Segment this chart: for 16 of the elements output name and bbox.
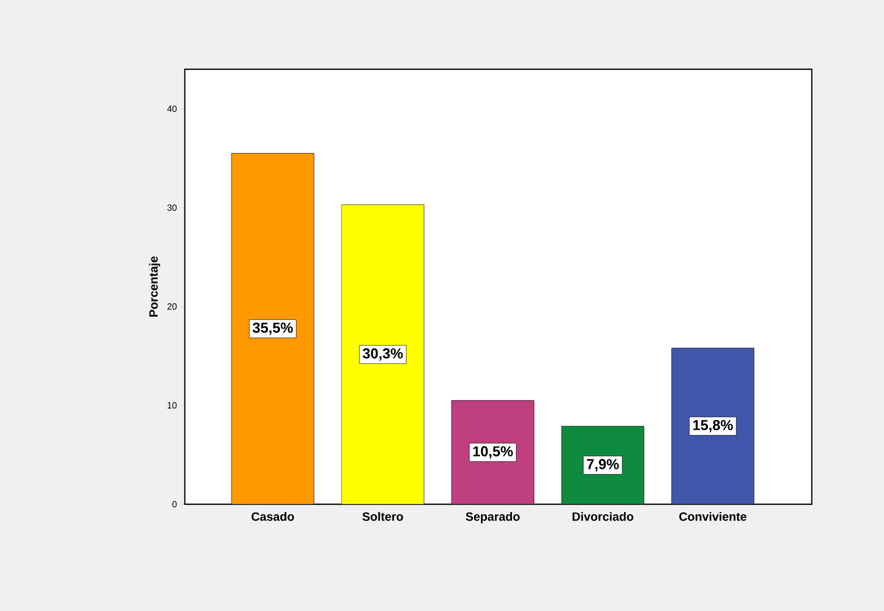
data-label: 15,8% [693, 420, 733, 432]
x-tick-label: Separado [466, 512, 520, 524]
data-label: 35,5% [252, 322, 293, 335]
y-tick-label: 20 [167, 303, 177, 310]
y-tick-label: 0 [172, 501, 177, 508]
data-label: 30,3% [362, 348, 403, 361]
y-axis-title: Porcentaje [148, 256, 160, 317]
data-label: 10,5% [473, 446, 513, 458]
x-tick-label: Casado [252, 512, 294, 521]
y-tick-label: 40 [167, 106, 177, 112]
y-tick-label: 10 [168, 402, 177, 409]
x-tick-label: Divorciado [572, 512, 634, 521]
x-tick-label: Soltero [362, 512, 403, 521]
data-label: 7,9% [587, 459, 619, 472]
y-tick-label: 30 [167, 204, 177, 211]
x-tick-label: Conviviente [679, 512, 746, 521]
